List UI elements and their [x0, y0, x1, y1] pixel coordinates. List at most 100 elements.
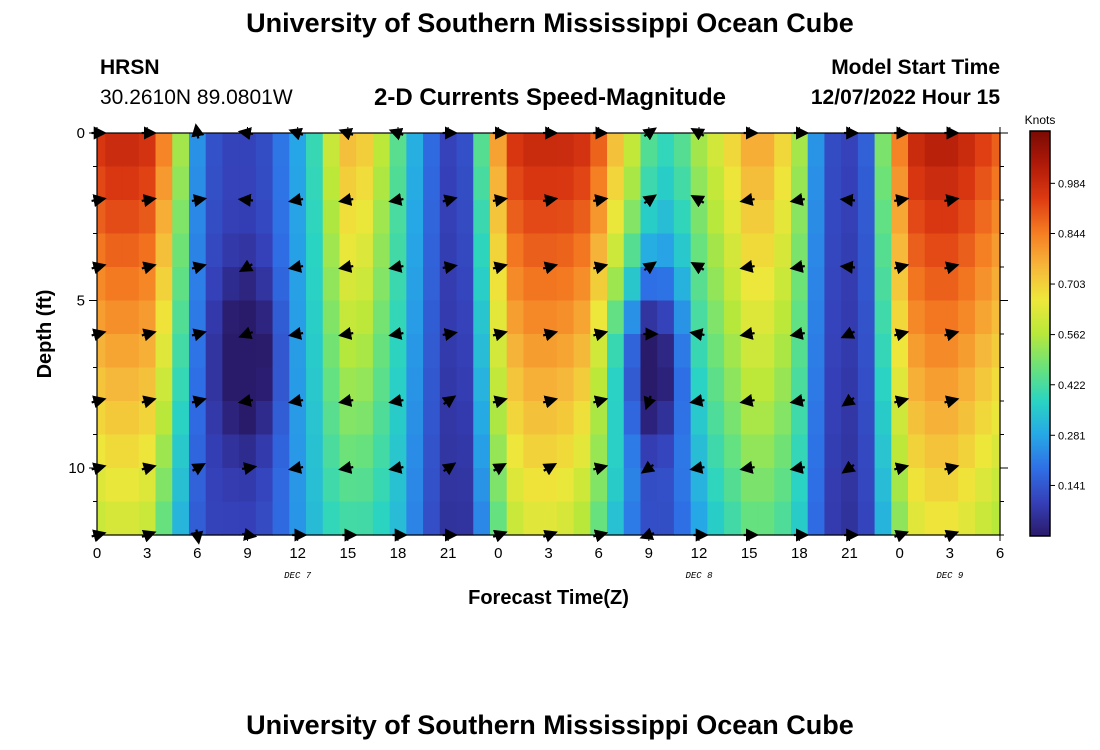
heatmap-cell	[657, 401, 675, 436]
heatmap-cell	[924, 267, 943, 302]
heatmap-cell	[122, 133, 140, 168]
heatmap-cell	[172, 334, 190, 369]
heatmap-cell	[339, 233, 357, 268]
current-vector	[338, 460, 354, 474]
heatmap-cell	[138, 166, 157, 201]
current-vector	[388, 326, 404, 340]
heatmap-cell	[857, 200, 876, 235]
x-tick-label: 9	[243, 545, 251, 562]
current-vector	[191, 194, 208, 208]
heatmap-cell	[757, 166, 775, 201]
heatmap-cell	[456, 300, 474, 335]
heatmap-cell	[222, 401, 240, 436]
heatmap-cell	[657, 501, 675, 536]
heatmap-cell	[105, 501, 123, 536]
heatmap-cell	[540, 200, 558, 235]
heatmap-cell	[573, 434, 591, 469]
x-tick-label: 12	[289, 545, 306, 562]
heatmap-cell	[707, 468, 725, 503]
heatmap-cell	[774, 367, 792, 402]
current-vector	[492, 328, 508, 342]
current-vector	[237, 193, 254, 207]
current-vector	[388, 460, 404, 474]
heatmap-cell	[790, 434, 809, 469]
heatmap-cell	[255, 200, 274, 235]
heatmap-cell	[690, 233, 708, 268]
heatmap-cell	[205, 434, 224, 469]
heatmap-cell	[356, 334, 374, 369]
heatmap-cell	[339, 267, 357, 302]
heatmap-cell	[489, 200, 508, 235]
current-vector	[388, 259, 404, 273]
heatmap-cell	[623, 200, 642, 235]
heatmap-cell	[272, 468, 290, 503]
heatmap-cell	[523, 501, 541, 536]
heatmap-cell	[590, 267, 608, 302]
heatmap-cell	[439, 133, 458, 168]
heatmap-cell	[908, 233, 926, 268]
heatmap-cell	[255, 401, 274, 436]
heatmap-cell	[105, 367, 123, 402]
heatmap-cell	[356, 200, 374, 235]
heatmap-cell	[255, 434, 274, 469]
heatmap-cell	[657, 468, 675, 503]
heatmap-cell	[172, 468, 190, 503]
heatmap-cell	[356, 367, 374, 402]
heatmap-cell	[657, 434, 675, 469]
heatmap-cell	[740, 300, 759, 335]
heatmap-cell	[255, 468, 274, 503]
heatmap-cell	[590, 233, 608, 268]
heatmap-cell	[924, 300, 943, 335]
heatmap-cell	[841, 468, 859, 503]
current-vector	[287, 460, 304, 474]
heatmap-cell	[640, 401, 658, 436]
current-vector	[441, 395, 457, 409]
heatmap-cell	[991, 501, 1001, 536]
heatmap-cell	[991, 200, 1001, 235]
heatmap-cell	[841, 401, 859, 436]
current-vector	[789, 192, 805, 206]
heatmap-cell	[523, 233, 541, 268]
heatmap-cell	[122, 334, 140, 369]
heatmap-cell	[573, 133, 591, 168]
heatmap-cell	[807, 401, 826, 436]
page-title: University of Southern Mississippi Ocean…	[246, 8, 854, 38]
heatmap-cell	[239, 367, 257, 402]
x-tick-label: 6	[996, 545, 1004, 562]
heatmap-cell	[523, 133, 541, 168]
heatmap-cell	[623, 267, 642, 302]
heatmap-cell	[97, 267, 106, 302]
colorbar-tick-label: 0.562	[1058, 330, 1086, 342]
heatmap-cell	[188, 401, 207, 436]
current-vector	[593, 395, 609, 409]
heatmap-cell	[958, 300, 976, 335]
heatmap-cell	[774, 401, 792, 436]
heatmap-cell	[406, 300, 424, 335]
heatmap-cell	[924, 200, 943, 235]
heatmap-cell	[322, 200, 341, 235]
heatmap-cell	[824, 334, 842, 369]
heatmap-cell	[172, 233, 190, 268]
heatmap-cell	[908, 468, 926, 503]
heatmap-cell	[774, 166, 792, 201]
heatmap-cell	[807, 200, 826, 235]
heatmap-cell	[841, 267, 859, 302]
heatmap-cell	[105, 233, 123, 268]
heatmap-cell	[473, 468, 491, 503]
x-tick-label: 6	[594, 545, 602, 562]
heatmap-cell	[607, 367, 625, 402]
heatmap-cell	[841, 434, 859, 469]
heatmap-cell	[757, 233, 775, 268]
heatmap-cell	[122, 300, 140, 335]
colorbar: 0.141 0.281 0.422 0.562 0.703 0.844 0.984 Knots	[1025, 113, 1086, 537]
x-tick-label: 6	[193, 545, 201, 562]
heatmap-cell	[690, 334, 708, 369]
heatmap-cell	[673, 501, 692, 536]
heatmap-cell	[824, 501, 842, 536]
heatmap-cell	[590, 334, 608, 369]
heatmap-cell	[673, 401, 692, 436]
heatmap-cell	[790, 401, 809, 436]
heatmap-cell	[523, 401, 541, 436]
heatmap-cell	[908, 267, 926, 302]
chart-subtitle: 2-D Currents Speed-Magnitude	[373, 84, 727, 111]
